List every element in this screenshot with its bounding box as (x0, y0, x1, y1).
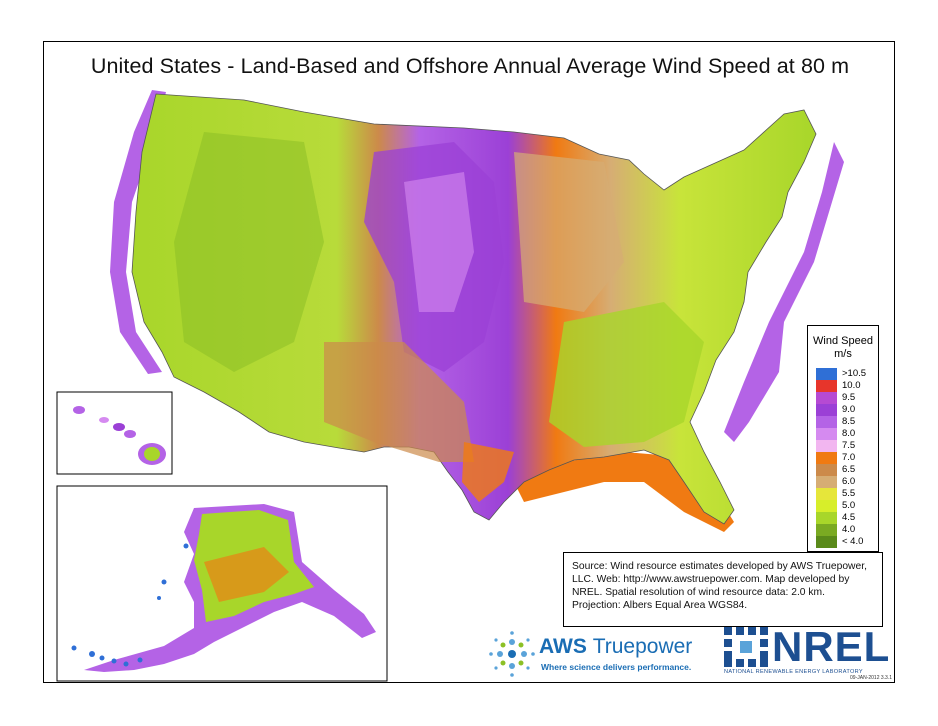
legend-item: 10.0 (808, 380, 878, 392)
alaska-texture (204, 547, 289, 602)
rocky-green (174, 132, 324, 372)
legend-label: < 4.0 (842, 536, 864, 547)
west-coast-offshore (110, 90, 166, 374)
legend-swatch (816, 380, 837, 392)
aws-dots-icon (489, 631, 535, 677)
legend-unit: m/s (834, 348, 852, 360)
source-note: Source: Wind resource estimates develope… (563, 552, 883, 627)
legend-swatch (816, 404, 837, 416)
legend-item: < 4.0 (808, 536, 878, 548)
legend-swatch (816, 452, 837, 464)
legend-swatch (816, 464, 837, 476)
nrel-logo-subtitle: NATIONAL RENEWABLE ENERGY LABORATORY (724, 669, 863, 675)
legend-label: 5.0 (842, 500, 856, 511)
legend-swatch (816, 524, 837, 536)
legend-item: 4.5 (808, 512, 878, 524)
midwest-tan (514, 152, 624, 312)
nrel-logo-word: NREL (772, 623, 891, 670)
nrel-grid-icon (724, 627, 768, 667)
legend-item: 9.5 (808, 392, 878, 404)
legend-item: 6.5 (808, 464, 878, 476)
legend-title: Wind Speed (813, 335, 873, 347)
legend-label: >10.5 (842, 368, 867, 379)
legend-swatch (816, 368, 837, 380)
legend-swatch (816, 488, 837, 500)
southwest-orange (324, 342, 474, 462)
legend-swatch (816, 476, 837, 488)
legend-item: 8.5 (808, 416, 878, 428)
legend-label: 9.0 (842, 404, 856, 415)
aws-logo-name: AWS Truepower (539, 635, 693, 658)
nrel-logo: NREL NATIONAL RENEWABLE ENERGY LABORATOR… (724, 623, 894, 682)
legend-item: 7.0 (808, 452, 878, 464)
southeast-green (549, 302, 704, 447)
legend-label: 9.5 (842, 392, 856, 403)
legend-rows: >10.5 10.0 9.5 9.0 8.5 8.0 7.5 7.0 6.5 6.0 5.5 5.0 4… (808, 368, 878, 548)
texas-coast-orange (462, 442, 514, 502)
us-wind-map (56, 90, 844, 682)
legend-swatch (816, 536, 837, 548)
legend-item: 8.0 (808, 428, 878, 440)
legend-swatch (816, 512, 837, 524)
legend-swatch (816, 500, 837, 512)
legend-item: 9.0 (808, 404, 878, 416)
plains-pink-core (404, 172, 474, 312)
legend-item: >10.5 (808, 368, 878, 380)
aleutian-islands (71, 543, 189, 667)
legend-item: 5.0 (808, 500, 878, 512)
legend-label: 6.0 (842, 476, 856, 487)
map-frame: United States - Land-Based and Offshore … (43, 41, 895, 683)
aws-truepower-logo: AWS Truepower Where science delivers per… (487, 630, 717, 678)
legend-label: 8.5 (842, 416, 856, 427)
map-title: United States - Land-Based and Offshore … (90, 54, 850, 78)
legend-label: 4.0 (842, 524, 856, 535)
aws-logo-tagline: Where science delivers performance. (541, 662, 692, 672)
legend-item: 7.5 (808, 440, 878, 452)
date-code: 09-JAN-2012 3.3.1 (850, 675, 892, 681)
legend-label: 7.5 (842, 440, 856, 451)
legend-label: 8.0 (842, 428, 856, 439)
wind-speed-legend: Wind Speed m/s >10.5 10.0 9.5 9.0 8.5 8.0 7.5 7… (807, 325, 879, 552)
legend-item: 6.0 (808, 476, 878, 488)
legend-item: 5.5 (808, 488, 878, 500)
legend-label: 4.5 (842, 512, 856, 523)
legend-swatch (816, 440, 837, 452)
legend-swatch (816, 416, 837, 428)
hawaii-islands (73, 406, 166, 465)
legend-label: 6.5 (842, 464, 856, 475)
legend-swatch (816, 392, 837, 404)
legend-label: 10.0 (842, 380, 861, 391)
legend-label: 7.0 (842, 452, 856, 463)
east-coast-offshore (724, 142, 844, 442)
legend-label: 5.5 (842, 488, 856, 499)
legend-item: 4.0 (808, 524, 878, 536)
legend-swatch (816, 428, 837, 440)
